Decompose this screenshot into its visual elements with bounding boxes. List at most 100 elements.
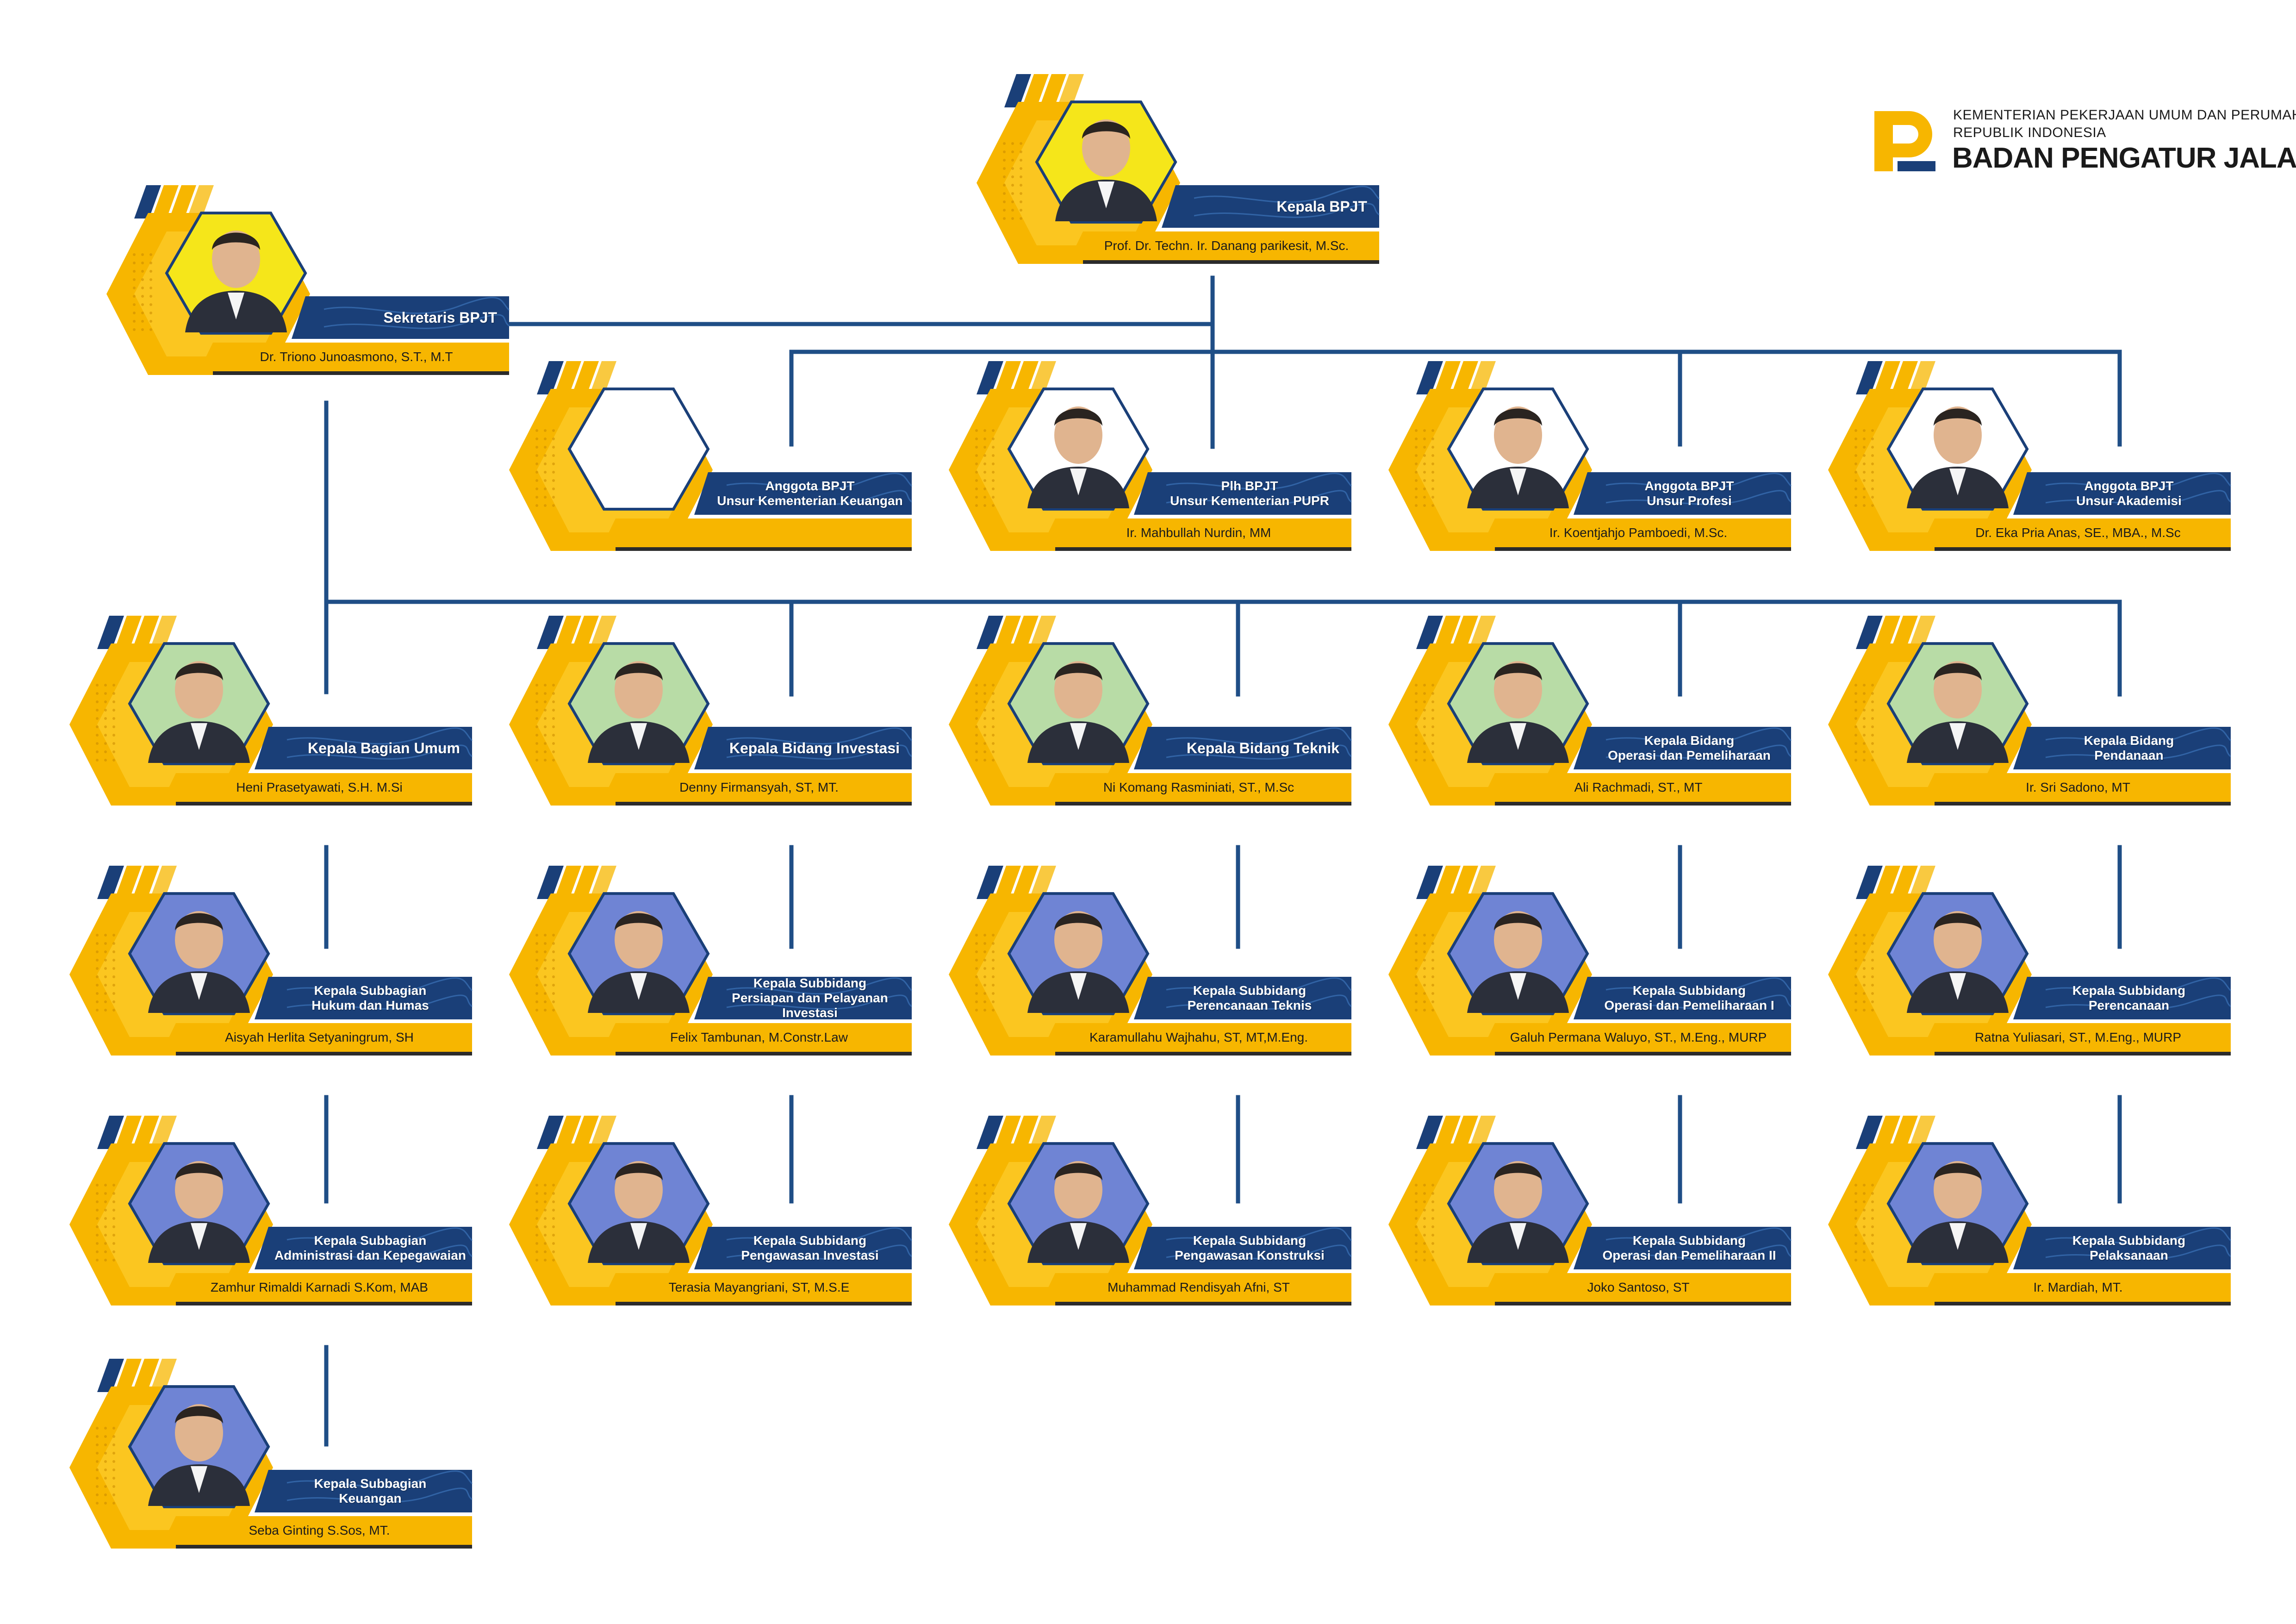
person-name: Heni Prasetyawati, S.H. M.Si	[236, 780, 403, 794]
dot-pattern	[133, 253, 152, 331]
position-title-line: Kepala Subbidang	[2072, 1233, 2186, 1248]
person-silhouette-icon	[1467, 661, 1569, 763]
person-name: Ratna Yuliasari, ST., M.Eng., MURP	[1974, 1030, 2182, 1044]
dot-pattern	[96, 1427, 115, 1505]
position-title: Anggota BPJT Unsur Kementerian Keuangan	[708, 472, 912, 515]
title-bar-wave-2	[1605, 1244, 1792, 1260]
position-title-line: Pendanaan	[2094, 748, 2164, 762]
name-bar-underline	[1083, 260, 1379, 264]
position-title-line: Unsur Profesi	[1647, 493, 1732, 508]
name-bar-underline	[1495, 1302, 1791, 1305]
position-title-line: Anggota BPJT	[2084, 479, 2174, 493]
card-decoration	[69, 866, 473, 1056]
stripe-1	[1004, 74, 1031, 107]
name-bar	[1921, 773, 2231, 802]
title-bar-wave-1	[286, 1470, 473, 1488]
stripe-3	[1451, 361, 1478, 394]
title-bar-wave-2	[286, 1244, 473, 1260]
org-card-kabid-teknik: Kepala Bidang Teknik Ni Komang Rasminiati…	[949, 616, 1352, 833]
position-title-line: Pelaksanaan	[2090, 1248, 2168, 1262]
stripe-3	[572, 616, 599, 649]
person-name	[616, 518, 902, 547]
position-title: Kepala Subbidang Pelaksanaan	[2027, 1227, 2231, 1269]
card-decoration	[949, 361, 1352, 551]
card-decoration	[1828, 866, 2232, 1056]
org-card-anggota-keuangan: Anggota BPJT Unsur Kementerian Keuangan	[509, 361, 913, 579]
person-name: Dr. Eka Pria Anas, SE., MBA., M.Sc	[1975, 525, 2181, 540]
stripe-4	[1469, 361, 1496, 394]
stripe-4	[1909, 616, 1935, 649]
stripe-4	[590, 866, 616, 899]
dot-pattern	[975, 429, 995, 507]
name-bar	[162, 1516, 472, 1545]
stripe-2	[1873, 361, 1900, 394]
position-title-line: Kepala Subbidang	[753, 976, 867, 990]
person-name: Ir. Koentjahjo Pamboedi, M.Sc.	[1549, 525, 1728, 540]
name-bar	[602, 518, 912, 547]
name-bar	[1041, 1273, 1351, 1302]
position-title-line: Kepala Subbidang	[1193, 983, 1307, 998]
name-bar-underline	[176, 802, 472, 806]
dot-pattern	[1854, 934, 1874, 1012]
name-bar	[1481, 1023, 1791, 1052]
name-bar-underline	[176, 1545, 472, 1549]
name-bar	[1481, 1273, 1791, 1302]
name-bar-underline	[1495, 547, 1791, 551]
dot-pattern	[96, 934, 115, 1012]
position-title-line: Kepala Subbagian	[314, 1233, 427, 1248]
name-bar	[1069, 231, 1379, 260]
stripe-4	[150, 1359, 177, 1392]
stripe-4	[150, 1116, 177, 1149]
position-title-line: Unsur Akademisi	[2076, 493, 2182, 508]
position-title-line: Kepala BPJT	[1276, 198, 1367, 215]
stripe-2	[994, 361, 1021, 394]
stripe-2	[1434, 361, 1461, 394]
person-silhouette-icon	[1907, 1161, 2009, 1263]
title-bar-wave-2	[726, 1244, 912, 1260]
name-bar-underline	[176, 1052, 472, 1056]
position-title: Kepala Subbidang Pengawasan Konstruksi	[1148, 1227, 1351, 1269]
stripe-3	[1012, 616, 1039, 649]
name-bar	[602, 1023, 912, 1052]
card-decoration	[1828, 616, 2232, 806]
person-silhouette-icon	[1467, 1161, 1569, 1263]
position-title-line: Unsur Kementerian Keuangan	[717, 493, 903, 508]
stripe-1	[97, 1359, 124, 1392]
name-bar	[1481, 518, 1791, 547]
position-title: Plh BPJT Unsur Kementerian PUPR	[1148, 472, 1351, 515]
stripe-3	[1891, 361, 1918, 394]
stripe-1	[97, 616, 124, 649]
stripe-4	[1469, 1116, 1496, 1149]
title-bar-wave-2	[2045, 994, 2231, 1010]
person-name: Terasia Mayangriani, ST, M.S.E	[668, 1280, 850, 1294]
position-title-line: Plh BPJT	[1221, 479, 1278, 493]
person-name: Muhammad Rendisyah Afni, ST	[1108, 1280, 1290, 1294]
title-bar-wave-1	[726, 977, 913, 995]
dot-pattern	[535, 934, 555, 1012]
stripe-1	[1856, 1116, 1883, 1149]
position-title: Kepala Subbidang Operasi dan Pemeliharaan…	[1587, 1227, 1791, 1269]
person-name: Denny Firmansyah, ST, MT.	[679, 780, 839, 794]
org-card-kasubid-persiapan: Kepala Subbidang Persiapan dan Pelayanan …	[509, 866, 913, 1083]
title-bar-wave-2	[286, 744, 473, 760]
dot-pattern	[1003, 142, 1022, 220]
stripe-3	[572, 361, 599, 394]
stripe-2	[554, 361, 581, 394]
card-decoration	[69, 616, 473, 806]
stripe-4	[187, 185, 214, 219]
org-card-plh-pupr: Plh BPJT Unsur Kementerian PUPR Ir. Mahbul…	[949, 361, 1352, 579]
person-name: Prof. Dr. Techn. Ir. Danang parikesit, M…	[1104, 238, 1349, 253]
logo-agency-name: BADAN PENGATUR JALAN TOL	[1952, 142, 2296, 174]
person-silhouette-icon	[1027, 911, 1129, 1013]
position-title-line: Kepala Bidang	[1644, 733, 1735, 748]
stripe-3	[1012, 866, 1039, 899]
stripe-3	[1891, 866, 1918, 899]
person-name: Ir. Mardiah, MT.	[2033, 1280, 2123, 1294]
card-decoration	[949, 616, 1352, 806]
title-bar-wave-2	[1166, 1244, 1352, 1260]
dot-pattern	[535, 1184, 555, 1262]
dot-pattern	[1415, 1184, 1434, 1262]
position-title-line: Kepala Bidang	[2084, 733, 2174, 748]
stripe-3	[1891, 616, 1918, 649]
